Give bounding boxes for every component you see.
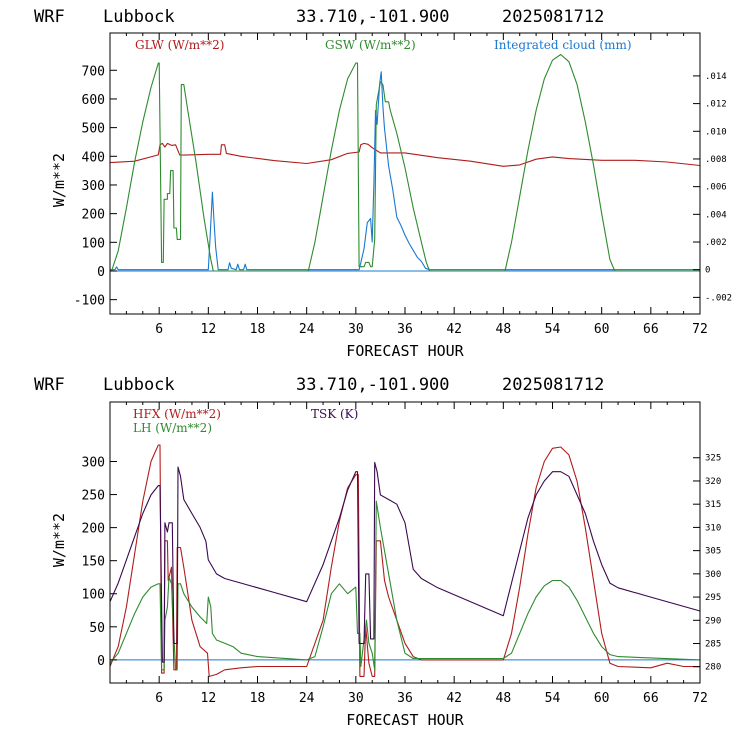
bottom-x-tick-label: 66 [643,691,659,706]
top-plot-frame [109,32,701,315]
top-x-tick-label: 42 [446,322,462,337]
bottom-y2-tick-label: 320 [705,477,721,487]
bottom-y2-tick-label: 305 [705,547,721,557]
top-y-axis-label: W/m**2 [50,153,68,207]
top-header-coords: 33.710,-101.900 [296,7,450,27]
bottom-y2-tick-label: 295 [705,593,721,603]
top-y2-tick-label: .006 [705,183,727,193]
top-header-model: WRF [34,7,65,27]
bottom-x-tick-label: 12 [201,691,217,706]
bottom-legend-hfx: HFX (W/m**2) [133,407,221,421]
bottom-y2-tick-label: 280 [705,663,721,673]
top-y-tick-label: 500 [82,122,105,137]
top-y-tick-label: 100 [82,236,105,251]
bottom-series-group [109,444,701,677]
bottom-y-tick-label: 250 [82,489,105,504]
bottom-x-axis-label: FORECAST HOUR [346,711,464,729]
top-x-tick-label: 36 [397,322,413,337]
top-y2-tick-label: .004 [705,210,727,220]
top-series-2 [110,71,700,271]
bottom-y2-tick-label: 315 [705,500,721,510]
bottom-y-tick-label: 100 [82,588,105,603]
top-legend-cloud: Integrated cloud (mm) [494,38,632,52]
top-y-tick-label: 600 [82,93,105,108]
bottom-plot-frame [109,401,701,684]
bottom-y-tick-label: 300 [82,456,105,471]
top-x-tick-label: 60 [594,322,610,337]
bottom-y2-tick-label: 310 [705,523,721,533]
top-x-tick-label: 54 [545,322,561,337]
bottom-header-run: 2025081712 [502,375,604,395]
top-series-0 [109,142,701,167]
bottom-x-tick-label: 54 [545,691,561,706]
bottom-x-tick-label: 6 [155,691,163,706]
top-chart: WRF Lubbock 33.710,-101.900 2025081712 G… [34,7,732,360]
top-series-1 [111,53,700,272]
top-x-tick-label: 24 [299,322,315,337]
bottom-y2-tick-label: 325 [705,454,721,464]
top-y2-tick-label: .012 [705,100,727,110]
bottom-series-0 [109,444,700,677]
bottom-y-tick-label: 50 [89,621,105,636]
top-legend-gsw: GSW (W/m**2) [325,38,416,52]
bottom-x-tick-label: 36 [397,691,413,706]
top-x-tick-label: 18 [250,322,266,337]
bottom-y-axis-label: W/m**2 [50,513,68,567]
top-y2-tick-label: -.002 [705,293,732,303]
top-header-run: 2025081712 [502,7,604,27]
bottom-header-coords: 33.710,-101.900 [296,375,450,395]
bottom-legend-tsk: TSK (K) [311,407,358,421]
top-y2-tick-label: .008 [705,155,727,165]
bottom-chart: WRF Lubbock 33.710,-101.900 2025081712 H… [34,375,721,729]
bottom-x-tick-label: 72 [692,691,708,706]
bottom-x-tick-label: 18 [250,691,266,706]
top-y-tick-label: -100 [74,294,105,309]
top-y-tick-label: 300 [82,179,105,194]
top-y2-tick-label: 0 [705,266,710,276]
top-x-tick-label: 66 [643,322,659,337]
top-y2-tick-label: .010 [705,127,727,137]
top-x-tick-label: 48 [496,322,512,337]
bottom-x-tick-label: 24 [299,691,315,706]
bottom-header-site: Lubbock [103,375,175,395]
top-x-tick-label: 72 [692,322,708,337]
bottom-series-2 [109,461,701,663]
bottom-x-tick-label: 42 [446,691,462,706]
top-series-group [109,53,701,272]
bottom-x-tick-label: 30 [348,691,364,706]
bottom-y2-tick-label: 290 [705,616,721,626]
top-y-tick-label: 400 [82,150,105,165]
bottom-y-tick-label: 150 [82,555,105,570]
top-x-tick-label: 12 [201,322,217,337]
bottom-y-tick-label: 0 [97,654,105,669]
top-x-axis-label: FORECAST HOUR [346,342,464,360]
top-y2-tick-label: .002 [705,238,727,248]
bottom-x-tick-label: 48 [496,691,512,706]
bottom-x-tick-label: 60 [594,691,610,706]
top-header-site: Lubbock [103,7,175,27]
bottom-series-1 [109,500,701,671]
top-y-tick-label: 700 [82,64,105,79]
top-y-tick-label: 200 [82,208,105,223]
top-legend-glw: GLW (W/m**2) [135,38,224,52]
top-x-tick-label: 6 [155,322,163,337]
top-x-tick-label: 30 [348,322,364,337]
top-y2-tick-label: .014 [705,72,727,82]
bottom-header-model: WRF [34,375,65,395]
bottom-y2-tick-label: 300 [705,570,721,580]
bottom-y-tick-label: 200 [82,522,105,537]
top-y-tick-label: 0 [97,265,105,280]
bottom-legend-lh: LH (W/m**2) [133,421,212,435]
top-ticks-group: 6 12 18 24 30 36 42 48 54 60 66 72 -100 0 100 200 300 400… [74,33,732,337]
bottom-y2-tick-label: 285 [705,640,721,650]
